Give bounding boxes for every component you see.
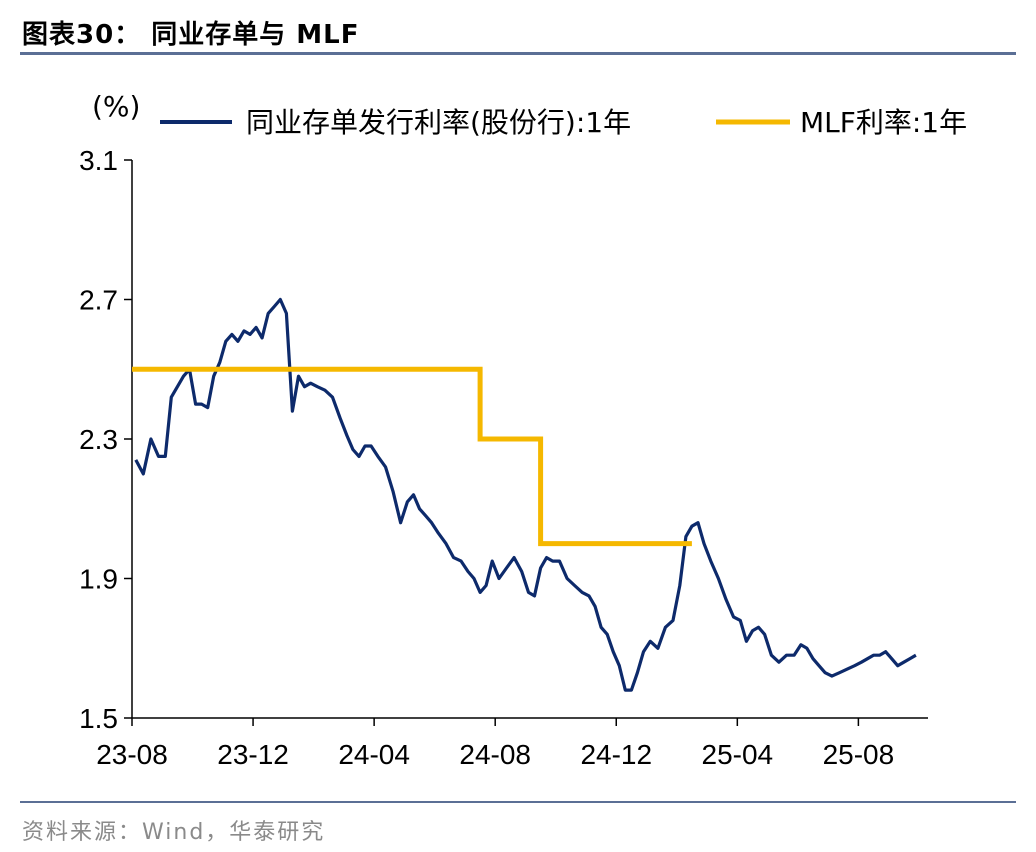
series-line-mlf-rate [132, 366, 692, 547]
x-tick-label: 23-08 [96, 739, 168, 770]
line-chart: (%) 同业存单发行利率(股份行):1年 MLF利率:1年 3.1 2.7 2.3 1… [79, 90, 967, 770]
x-tick-label: 25-08 [823, 739, 895, 770]
legend-label-ncd: 同业存单发行利率(股份行):1年 [246, 106, 631, 139]
title-divider [20, 52, 1016, 55]
plot-area [132, 297, 917, 692]
series-line-ncd-rate [134, 297, 917, 692]
x-tick-label: 24-08 [459, 739, 531, 770]
y-tick-label: 2.7 [79, 285, 118, 316]
chart-axes: 3.1 2.7 2.3 1.9 1.5 23-08 23-12 24-04 24-08 24-12… [79, 145, 928, 770]
x-tick-label: 23-12 [217, 739, 289, 770]
y-tick-label: 1.9 [79, 564, 118, 595]
x-tick-label: 25-04 [702, 739, 774, 770]
source-note: 资料来源：Wind，华泰研究 [22, 820, 326, 845]
y-tick-label: 3.1 [79, 145, 118, 176]
x-tick-label: 24-04 [338, 739, 410, 770]
x-tick-label: 24-12 [580, 739, 652, 770]
unit-label: (%) [92, 90, 140, 123]
figure-title: 图表30： 同业存单与 MLF [22, 20, 360, 50]
source-divider [20, 801, 1016, 803]
y-tick-label: 2.3 [79, 424, 118, 455]
y-tick-label: 1.5 [79, 703, 118, 734]
legend-label-mlf: MLF利率:1年 [800, 106, 967, 139]
chart-legend: 同业存单发行利率(股份行):1年 MLF利率:1年 [160, 106, 967, 139]
